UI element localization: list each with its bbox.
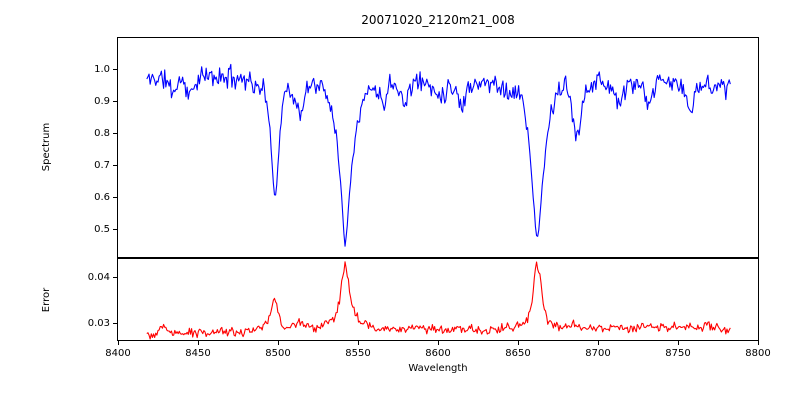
y-tick-mark: [113, 69, 117, 71]
x-tick-label: 8550: [345, 348, 371, 359]
error-line: [146, 261, 731, 340]
y-tick-mark: [113, 133, 117, 135]
x-tick-label: 8800: [745, 348, 771, 359]
x-tick-mark: [597, 341, 599, 345]
spectrum-y-axis-label: Spectrum: [41, 122, 52, 172]
x-tick-mark: [757, 341, 759, 345]
error-plot-area: [146, 261, 731, 340]
y-tick-label: 0.03: [87, 317, 110, 329]
y-tick-mark: [113, 165, 117, 167]
y-tick-mark: [113, 277, 117, 278]
x-tick-mark: [117, 341, 119, 345]
x-tick-label: 8400: [105, 348, 131, 359]
error-y-axis-label: Error: [41, 287, 52, 313]
x-tick-mark: [437, 341, 439, 345]
y-tick-label: 0.8: [94, 127, 110, 139]
x-tick-label: 8750: [665, 348, 691, 359]
spectrum-axes: [117, 37, 759, 258]
plot-title: 20071020_2120m21_008: [361, 13, 515, 27]
y-tick-label: 0.7: [94, 159, 110, 171]
x-tick-label: 8650: [505, 348, 531, 359]
x-tick-mark: [357, 341, 359, 345]
x-tick-mark: [677, 341, 679, 345]
x-tick-label: 8700: [585, 348, 611, 359]
spectrum-plot-area: [146, 63, 731, 247]
y-tick-label: 0.6: [94, 191, 110, 203]
y-tick-label: 0.9: [94, 95, 110, 107]
y-tick-mark: [113, 323, 117, 325]
x-tick-label: 8500: [265, 348, 291, 359]
y-tick-mark: [113, 101, 117, 103]
x-tick-mark: [277, 341, 279, 345]
y-tick-mark: [113, 229, 117, 231]
x-tick-label: 8600: [425, 348, 451, 359]
y-tick-label: 1.0: [94, 63, 110, 75]
x-tick-label: 8450: [185, 348, 211, 359]
y-tick-label: 0.5: [94, 223, 110, 235]
spectrum-line: [146, 63, 731, 247]
error-axes: [117, 258, 759, 341]
y-tick-mark: [113, 197, 117, 199]
x-tick-mark: [517, 341, 519, 345]
x-tick-mark: [197, 341, 199, 345]
x-axis-label: Wavelength: [408, 363, 468, 374]
y-tick-label: 0.04: [87, 271, 110, 283]
